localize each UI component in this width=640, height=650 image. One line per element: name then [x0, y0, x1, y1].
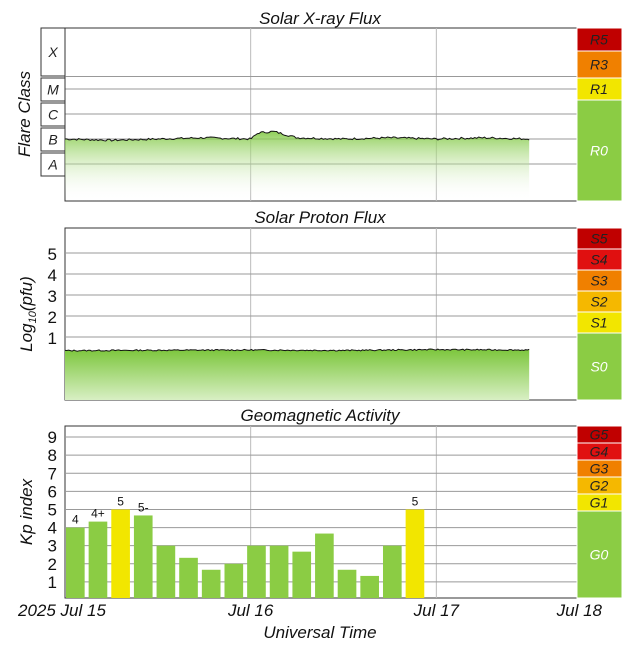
scale-label-s3: S3 — [590, 273, 607, 289]
proton-ytick-label: 5 — [48, 245, 57, 264]
kp-ytick-label: 3 — [48, 537, 57, 556]
kp-bar-label: 5 — [412, 494, 419, 508]
xray-ylabel: Flare Class — [15, 71, 34, 157]
scale-label-s2: S2 — [590, 294, 607, 310]
scale-label-g2: G2 — [590, 478, 609, 494]
kp-ytick-label: 2 — [48, 555, 57, 574]
kp-bar — [88, 521, 108, 598]
proton-flux-line — [64, 348, 530, 352]
scale-label-s4: S4 — [590, 252, 607, 268]
scale-label-r3: R3 — [590, 57, 608, 73]
kp-bar — [156, 545, 176, 598]
xray-r-scale: R5 R3 R1 R0 — [576, 27, 623, 202]
flare-class-label-m: M — [47, 82, 59, 98]
kp-bar — [224, 563, 244, 598]
xray-flux-fill — [65, 131, 530, 201]
scale-cell-r3 — [576, 50, 623, 79]
scale-cell-s0 — [576, 332, 623, 401]
scale-label-g3: G3 — [590, 461, 609, 477]
kp-ytick-label: 6 — [48, 482, 57, 501]
kp-ylabel: Kp index — [17, 478, 36, 545]
kp-bar — [292, 551, 312, 598]
proton-flux-fill — [65, 349, 530, 400]
kp-bar-label: 4 — [72, 513, 79, 527]
proton-s-scale: S5 S4 S3 S2 S1 S0 — [576, 227, 623, 401]
kp-x-ticks: 2025 Jul 15 Jul 16 Jul 17 Jul 18 — [17, 601, 603, 620]
scale-label-s5: S5 — [590, 231, 607, 247]
kp-ytick-label: 1 — [48, 573, 57, 592]
proton-ytick-label: 3 — [48, 287, 57, 306]
scale-label-g0: G0 — [590, 547, 609, 563]
kp-xlabel: Universal Time — [263, 623, 376, 642]
proton-ytick-label: 2 — [48, 308, 57, 327]
kp-bar — [201, 569, 221, 598]
flare-class-label-a: A — [47, 157, 57, 173]
kp-bar — [66, 527, 85, 598]
flare-class-box-x — [40, 27, 66, 77]
kp-bar-label: 5 — [117, 494, 124, 508]
proton-ylabel: Log10(pfu) — [17, 276, 39, 352]
scale-label-g1: G1 — [590, 495, 609, 511]
kp-xtick-label: Jul 17 — [413, 601, 460, 620]
flare-class-box-m — [40, 77, 66, 102]
kp-ytick-label: 4 — [48, 519, 57, 538]
kp-bar — [247, 545, 266, 598]
kp-bars: 4 4+ 5 5- 5 — [66, 494, 425, 598]
kp-bar — [382, 545, 402, 598]
kp-bar — [337, 569, 357, 598]
kp-bar-label: 5- — [138, 500, 149, 514]
kp-ytick-label: 9 — [48, 428, 57, 447]
kp-ytick-label: 7 — [48, 464, 57, 483]
flare-class-label-b: B — [48, 132, 57, 148]
scale-cell-r0 — [576, 99, 623, 202]
kp-bar — [405, 509, 425, 598]
scale-label-s0: S0 — [590, 359, 607, 375]
proton-title: Solar Proton Flux — [254, 208, 386, 227]
scale-label-g5: G5 — [590, 427, 609, 443]
scale-cell-g0 — [576, 510, 623, 599]
kp-bar — [360, 575, 379, 598]
flare-class-label-x: X — [47, 44, 58, 60]
kp-xtick-label: Jul 18 — [556, 601, 603, 620]
kp-title: Geomagnetic Activity — [240, 406, 401, 425]
kp-ytick-label: 8 — [48, 446, 57, 465]
proton-y-ticks: 1 2 3 4 5 — [48, 245, 57, 348]
scale-label-r5: R5 — [590, 32, 608, 48]
scale-label-s1: S1 — [590, 315, 607, 331]
scale-label-g4: G4 — [590, 444, 609, 460]
flare-class-label-c: C — [48, 107, 59, 123]
xray-flux-line — [64, 130, 530, 142]
kp-bar — [315, 533, 334, 598]
kp-bar — [111, 509, 130, 598]
proton-ytick-label: 4 — [48, 266, 57, 285]
kp-bar-label: 4+ — [91, 507, 105, 521]
kp-xtick-label: Jul 16 — [227, 601, 274, 620]
flare-class-box-c — [40, 102, 66, 127]
scale-label-r0: R0 — [590, 143, 608, 159]
kp-bar — [269, 545, 289, 598]
proton-ytick-label: 1 — [48, 329, 57, 348]
scale-label-r1: R1 — [590, 81, 608, 97]
kp-bar — [133, 515, 153, 598]
xray-title: Solar X-ray Flux — [259, 9, 381, 28]
kp-xtick-label: 2025 Jul 15 — [17, 601, 106, 620]
kp-ytick-label: 5 — [48, 500, 57, 519]
kp-bar — [179, 557, 198, 598]
